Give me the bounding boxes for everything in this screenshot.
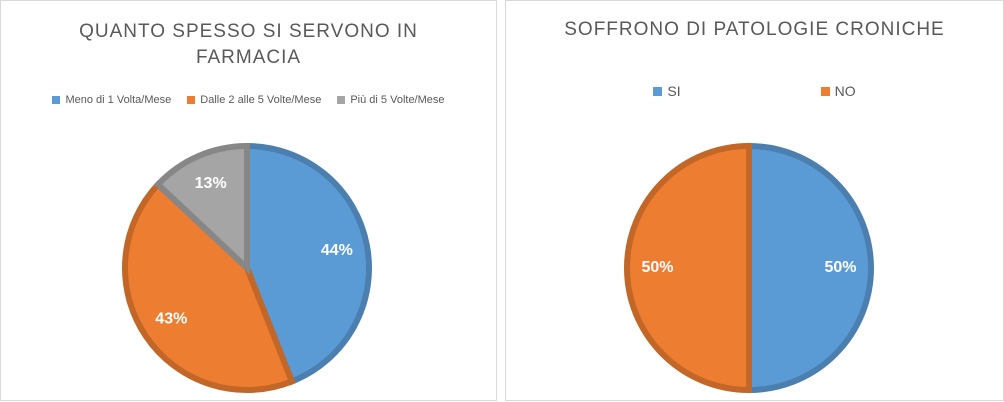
pie-chart: 50% 50% — [624, 142, 874, 394]
legend-item: Dalle 2 alle 5 Volte/Mese — [187, 94, 321, 106]
pie-slice — [122, 180, 296, 393]
pie-slice — [746, 142, 874, 394]
pie-slice — [244, 142, 372, 386]
legend-swatch — [820, 86, 830, 96]
legend-label: Dalle 2 alle 5 Volte/Mese — [200, 94, 322, 106]
pie-chart: 44% 43% 13% — [122, 142, 372, 393]
data-label: 50% — [641, 259, 673, 276]
chart-title: QUANTO SPESSO SI SERVONO IN FARMACIA — [79, 21, 418, 68]
legend-swatch — [337, 96, 346, 104]
legend: Meno di 1 Volta/Mese Dalle 2 alle 5 Volte… — [1, 94, 496, 106]
legend-item: Più di 5 Volte/Mese — [337, 94, 445, 106]
legend-swatch — [52, 96, 61, 104]
data-label: 13% — [195, 175, 227, 192]
legend: SI NO — [506, 83, 1003, 99]
chart-panel: SOFFRONO DI PATOLOGIE CRONICHE SI NO 50% 50% — [505, 0, 1004, 401]
chart-title: SOFFRONO DI PATOLOGIE CRONICHE — [564, 19, 945, 40]
legend-label: SI — [667, 83, 681, 99]
data-label: 43% — [155, 311, 187, 328]
data-label: 50% — [824, 259, 856, 276]
legend-item: Meno di 1 Volta/Mese — [52, 94, 171, 106]
legend-swatch — [187, 96, 196, 104]
pie-slice — [624, 142, 752, 394]
pie-slice — [153, 142, 250, 275]
legend-swatch — [653, 86, 663, 96]
legend-item: NO — [820, 83, 856, 99]
data-label: 44% — [321, 242, 353, 259]
legend-label: NO — [834, 83, 856, 99]
legend-label: Meno di 1 Volta/Mese — [65, 94, 172, 106]
legend-item: SI — [653, 83, 681, 99]
chart-panel: QUANTO SPESSO SI SERVONO IN FARMACIA Meno… — [0, 0, 497, 401]
legend-label: Più di 5 Volte/Mese — [350, 94, 445, 106]
